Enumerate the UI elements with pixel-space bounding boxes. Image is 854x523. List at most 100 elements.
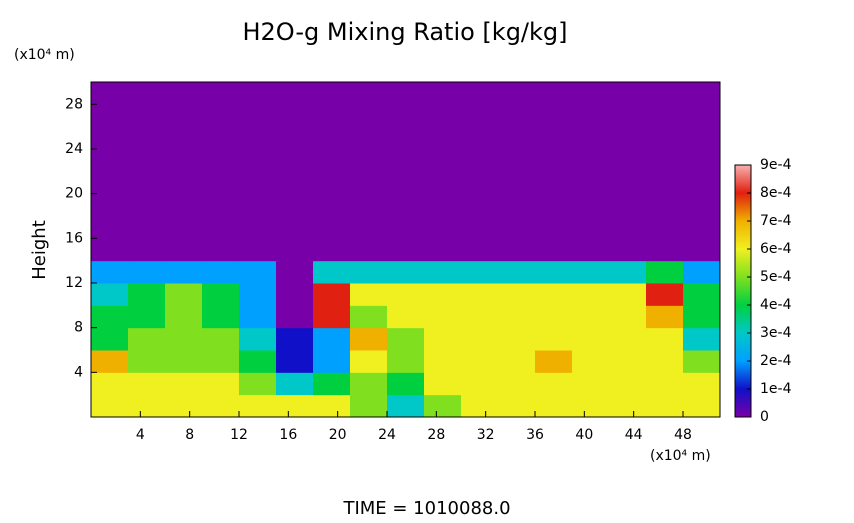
heat-cell <box>535 149 573 172</box>
heat-cell <box>461 82 499 105</box>
heat-cell <box>91 327 129 351</box>
heat-cell <box>91 238 129 262</box>
heat-cell <box>128 216 166 239</box>
heat-cell <box>424 260 462 284</box>
heat-cell <box>276 350 314 373</box>
chart-title: H2O-g Mixing Ratio [kg/kg] <box>242 18 567 46</box>
heat-cell <box>165 82 203 105</box>
heat-cell <box>498 350 536 373</box>
heat-cell <box>239 260 277 284</box>
y-tick-label: 12 <box>65 275 83 291</box>
heat-cell <box>609 283 647 306</box>
heat-cell <box>202 283 240 306</box>
colorbar-tick-label: 6e-4 <box>760 241 792 257</box>
heat-cell <box>165 283 203 306</box>
heat-cell <box>313 350 351 373</box>
heat-cell <box>535 238 573 262</box>
heat-cell <box>350 394 388 418</box>
heat-cell <box>276 193 314 217</box>
y-unit: (x10⁴ m) <box>14 47 75 63</box>
heat-cell <box>91 394 129 418</box>
x-tick-label: 24 <box>378 427 396 443</box>
heat-cell <box>350 283 388 306</box>
heat-cell <box>609 104 647 128</box>
heat-cell <box>646 372 684 396</box>
heat-cell <box>128 283 166 306</box>
heat-cell <box>646 327 684 351</box>
heat-cell <box>350 238 388 262</box>
heat-cell <box>646 216 684 239</box>
heat-cell <box>350 372 388 396</box>
heat-cell <box>165 372 203 396</box>
heat-cell <box>572 327 610 351</box>
heat-cell <box>91 126 129 150</box>
heat-cell <box>498 193 536 217</box>
heat-cell <box>461 149 499 172</box>
y-tick-label: 16 <box>65 230 83 246</box>
heat-cell <box>609 149 647 172</box>
heat-cell <box>91 260 129 284</box>
heat-cell <box>387 305 425 329</box>
heat-cell <box>165 216 203 239</box>
heat-cell <box>609 372 647 396</box>
heat-cell <box>202 193 240 217</box>
heat-cell <box>424 126 462 150</box>
heat-cell <box>276 216 314 239</box>
heat-cell <box>202 327 240 351</box>
heat-cell <box>202 305 240 329</box>
heat-cell <box>387 104 425 128</box>
heat-cell <box>424 216 462 239</box>
heat-cell <box>461 104 499 128</box>
y-tick-label: 8 <box>74 320 83 336</box>
heat-cell <box>535 171 573 195</box>
heat-cell <box>609 82 647 105</box>
heat-cell <box>276 82 314 105</box>
heat-cell <box>572 104 610 128</box>
heat-cell <box>646 126 684 150</box>
heat-cell <box>128 327 166 351</box>
heat-cell <box>165 126 203 150</box>
heat-cell <box>239 193 277 217</box>
heat-cell <box>683 104 721 128</box>
heat-cell <box>572 283 610 306</box>
heat-cell <box>646 193 684 217</box>
heat-cell <box>91 193 129 217</box>
heat-cell <box>572 394 610 418</box>
y-label: Height <box>29 220 50 280</box>
heat-cell <box>609 171 647 195</box>
heat-cell <box>461 126 499 150</box>
heat-cell <box>424 327 462 351</box>
heat-cell <box>239 372 277 396</box>
heat-cell <box>572 126 610 150</box>
heat-cell <box>276 305 314 329</box>
heat-cell <box>91 283 129 306</box>
heat-cell <box>424 394 462 418</box>
y-tick-label: 20 <box>65 186 83 202</box>
heat-cell <box>535 394 573 418</box>
heat-cell <box>276 104 314 128</box>
heat-cell <box>572 193 610 217</box>
heat-cell <box>313 305 351 329</box>
heat-cell <box>461 260 499 284</box>
heat-cell <box>239 171 277 195</box>
heat-cell <box>202 126 240 150</box>
x-tick-label: 36 <box>526 427 544 443</box>
heat-cell <box>350 104 388 128</box>
heat-cell <box>128 260 166 284</box>
heat-cell <box>128 350 166 373</box>
heat-cell <box>572 305 610 329</box>
x-tick-label: 44 <box>625 427 643 443</box>
heat-cell <box>424 193 462 217</box>
heat-cell <box>535 126 573 150</box>
heat-cell <box>498 238 536 262</box>
heat-cell <box>535 305 573 329</box>
heat-cell <box>128 171 166 195</box>
heat-cell <box>91 149 129 172</box>
heat-cell <box>350 193 388 217</box>
heat-cell <box>535 193 573 217</box>
x-unit: (x10⁴ m) <box>650 448 711 464</box>
heat-cell <box>535 260 573 284</box>
heat-cell <box>646 171 684 195</box>
heat-cell <box>387 260 425 284</box>
